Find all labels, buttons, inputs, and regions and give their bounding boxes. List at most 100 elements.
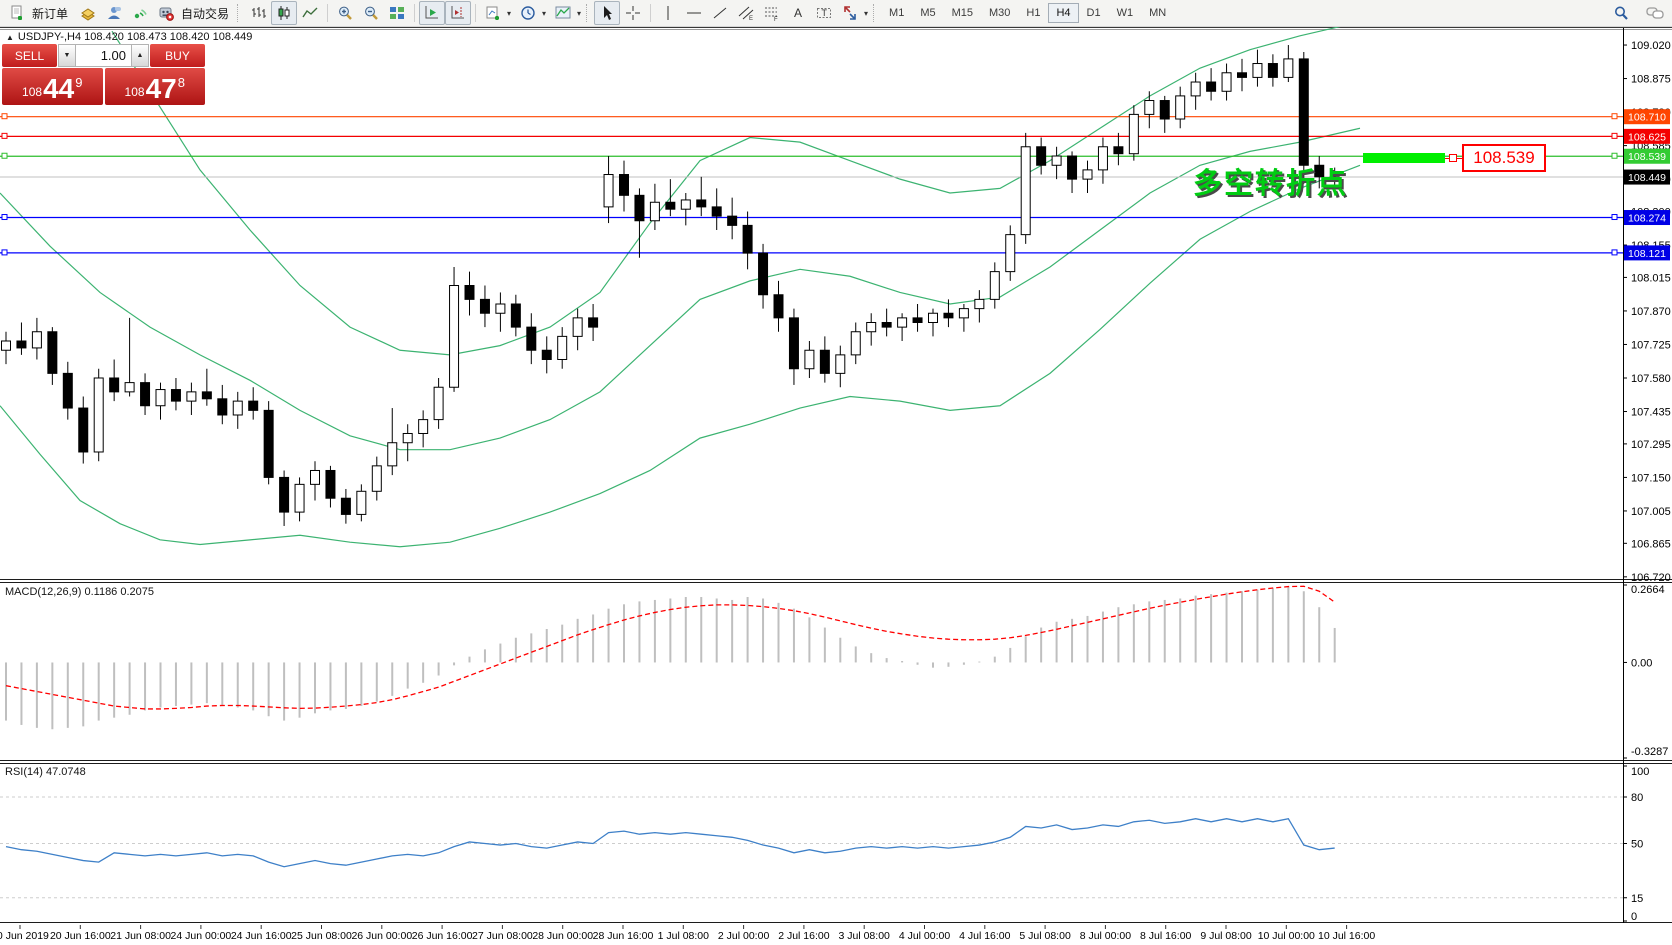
hline-108.121[interactable] [0,249,1623,256]
community-icon[interactable] [101,1,127,25]
svg-text:107.580: 107.580 [1631,373,1671,385]
turning-point-annotation[interactable]: 多空转折点 [1193,168,1349,200]
price-badge-108.710: 108.710 [1624,109,1670,125]
price-flag-label[interactable]: 108.539 [1462,144,1546,172]
svg-text:A: A [794,6,802,20]
arrows-icon[interactable] [837,1,863,25]
tf-m5[interactable]: M5 [920,7,936,19]
tf-h4[interactable]: H4 [1048,3,1079,23]
chart-shift-icon[interactable] [445,1,472,25]
svg-text:26 Jun 16:00: 26 Jun 16:00 [412,930,473,942]
main-toolbar: 新订单 自动交易 [0,0,1672,27]
volume-input[interactable] [76,44,131,67]
fibonacci-icon[interactable]: F [759,1,785,25]
svg-text:1 Jul 08:00: 1 Jul 08:00 [658,930,710,942]
signals-icon[interactable] [127,1,153,25]
hline-108.625[interactable] [0,132,1623,139]
tf-m15[interactable]: M15 [951,7,973,19]
sell-button[interactable]: SELL [2,44,57,67]
crosshair-icon[interactable] [620,1,646,25]
symbol-ohlc-line: ▲ USDJPY-,H4 108.420 108.473 108.420 108.… [6,31,253,43]
equidistant-channel-icon[interactable]: E [733,1,759,25]
svg-text:8 Jul 16:00: 8 Jul 16:00 [1140,930,1192,942]
sell-price-button[interactable]: 108 44 9 [2,68,103,105]
candlestick-chart-icon[interactable] [271,1,298,25]
tf-mn[interactable]: MN [1149,7,1167,19]
hline-108.539[interactable] [0,152,1623,159]
svg-text:107.295: 107.295 [1631,439,1671,451]
svg-text:8 Jul 00:00: 8 Jul 00:00 [1080,930,1132,942]
new-chart-dropdown[interactable]: ▾ [507,8,512,18]
one-click-trade-panel: SELL ▼ ▲ BUY 108 44 9 108 47 8 [2,44,205,105]
svg-text:28 Jun 00:00: 28 Jun 00:00 [532,930,593,942]
svg-text:27 Jun 08:00: 27 Jun 08:00 [472,930,533,942]
periods-clock-icon[interactable] [515,1,541,25]
new-order-label[interactable]: 新订单 [32,6,69,21]
svg-text:21 Jun 08:00: 21 Jun 08:00 [110,930,171,942]
volume-decrease-button[interactable]: ▼ [58,44,76,67]
tf-m30[interactable]: M30 [989,7,1011,19]
indicators-icon[interactable] [550,1,576,25]
trendline-icon[interactable] [707,1,733,25]
auto-scroll-icon[interactable] [419,1,446,25]
toolbar-separator [327,4,329,22]
svg-text:24 Jun 00:00: 24 Jun 00:00 [171,930,232,942]
buy-price-big: 47 [145,73,177,104]
hline-108.274[interactable] [0,214,1623,221]
autotrading-label[interactable]: 自动交易 [181,6,230,21]
svg-text:108.015: 108.015 [1631,272,1671,284]
macd-pane: 0.2664 0.00 -0.3287 [5,584,1668,759]
tf-h1[interactable]: H1 [1026,7,1041,19]
svg-text:108.539: 108.539 [1628,151,1666,163]
chat-icon[interactable] [1642,1,1668,25]
svg-text:109.020: 109.020 [1631,40,1671,52]
buy-price-pip: 8 [177,75,185,90]
autotrading-icon[interactable] [153,1,179,25]
cursor-icon[interactable] [594,1,621,25]
svg-text:107.870: 107.870 [1631,306,1671,318]
tf-w1[interactable]: W1 [1116,7,1134,19]
svg-text:-0.3287: -0.3287 [1631,746,1668,758]
zoom-in-icon[interactable] [332,1,358,25]
svg-text:24 Jun 16:00: 24 Jun 16:00 [231,930,292,942]
rsi-indicator-label: RSI(14) 47.0748 [5,766,86,778]
indicators-dropdown[interactable]: ▾ [577,8,582,18]
hline-108.710[interactable] [0,113,1623,120]
price-badge-108.625: 108.625 [1624,128,1670,144]
new-order-icon[interactable] [4,1,30,25]
arrows-dropdown[interactable]: ▾ [864,8,869,18]
svg-text:50: 50 [1631,839,1643,851]
symbol-collapse-icon[interactable]: ▲ [6,33,14,42]
price-badge-108.449: 108.449 [1624,169,1670,185]
line-chart-icon[interactable] [297,1,323,25]
volume-increase-button[interactable]: ▲ [131,44,149,67]
tf-m1[interactable]: M1 [889,7,905,19]
svg-text:E: E [749,16,753,21]
text-icon[interactable]: A [785,1,811,25]
svg-text:80: 80 [1631,792,1643,804]
zoom-out-icon[interactable] [358,1,384,25]
new-chart-icon[interactable] [480,1,506,25]
svg-text:100: 100 [1631,766,1649,778]
svg-text:2 Jul 00:00: 2 Jul 00:00 [718,930,770,942]
svg-text:2 Jul 16:00: 2 Jul 16:00 [778,930,830,942]
svg-text:108.121: 108.121 [1628,248,1666,260]
svg-text:25 Jun 08:00: 25 Jun 08:00 [291,930,352,942]
buy-button[interactable]: BUY [150,44,205,67]
search-icon[interactable] [1608,1,1634,25]
buy-price-button[interactable]: 108 47 8 [104,68,205,105]
horizontal-line-icon[interactable] [681,1,707,25]
periods-dropdown[interactable]: ▾ [542,8,547,18]
bar-chart-icon[interactable] [245,1,271,25]
sell-price-big: 44 [43,73,75,104]
price-flag-anchor[interactable] [1449,154,1457,162]
vertical-line-icon[interactable] [655,1,681,25]
tile-windows-icon[interactable] [384,1,410,25]
metaeditor-icon[interactable] [75,1,101,25]
breakout-highlight-bar[interactable] [1363,153,1445,163]
svg-text:0.2664: 0.2664 [1631,584,1665,596]
tf-d1[interactable]: D1 [1086,7,1101,19]
text-label-icon[interactable]: T [811,1,837,25]
